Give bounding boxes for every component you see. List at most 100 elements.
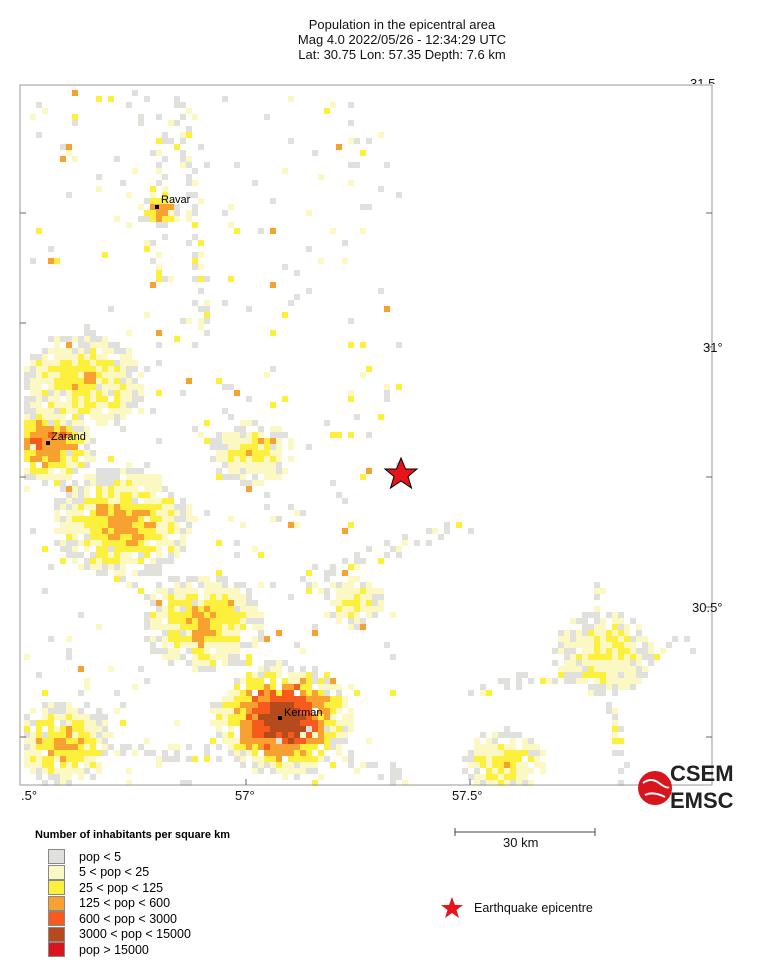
population-cell	[48, 456, 54, 462]
population-cell	[102, 348, 108, 354]
population-cell	[150, 504, 156, 510]
population-cell	[186, 180, 192, 186]
population-cell	[258, 678, 264, 684]
population-cell	[72, 438, 78, 444]
population-cell	[102, 516, 108, 522]
population-cell	[258, 708, 264, 714]
population-cell	[294, 672, 300, 678]
population-cell	[318, 726, 324, 732]
population-cell	[204, 582, 210, 588]
population-cell	[84, 330, 90, 336]
population-cell	[168, 498, 174, 504]
population-cell	[30, 420, 36, 426]
population-cell	[126, 480, 132, 486]
population-cell	[252, 636, 258, 642]
population-cell	[336, 696, 342, 702]
population-cell	[42, 444, 48, 450]
population-cell	[174, 618, 180, 624]
population-cell	[672, 636, 678, 642]
population-cell	[78, 414, 84, 420]
population-cell	[606, 702, 612, 708]
population-cell	[54, 402, 60, 408]
population-cell	[228, 696, 234, 702]
population-cell	[156, 276, 162, 282]
population-cell	[324, 732, 330, 738]
population-cell	[24, 378, 30, 384]
population-cell	[360, 558, 366, 564]
population-cell	[204, 642, 210, 648]
population-cell	[180, 618, 186, 624]
population-cell	[348, 750, 354, 756]
population-cell	[216, 654, 222, 660]
population-cell	[96, 510, 102, 516]
population-cell	[66, 438, 72, 444]
population-cell	[216, 642, 222, 648]
population-cell	[498, 678, 504, 684]
population-cell	[60, 456, 66, 462]
population-cell	[30, 366, 36, 372]
population-cell	[60, 360, 66, 366]
population-cell	[324, 702, 330, 708]
population-cell	[234, 600, 240, 606]
population-cell	[330, 720, 336, 726]
population-cell	[108, 468, 114, 474]
population-cell	[42, 378, 48, 384]
population-cell	[252, 756, 258, 762]
population-cell	[258, 624, 264, 630]
population-cell	[258, 762, 264, 768]
population-cell	[354, 552, 360, 558]
population-cell	[150, 564, 156, 570]
population-cell	[90, 552, 96, 558]
population-cell	[252, 624, 258, 630]
population-cell	[312, 672, 318, 678]
population-cell	[216, 708, 222, 714]
population-cell	[210, 654, 216, 660]
population-cell	[138, 492, 144, 498]
population-cell	[54, 426, 60, 432]
population-cell	[330, 696, 336, 702]
population-cell	[132, 534, 138, 540]
population-cell	[78, 540, 84, 546]
population-cell	[216, 600, 222, 606]
population-cell	[108, 504, 114, 510]
population-cell	[174, 552, 180, 558]
population-cell	[180, 510, 186, 516]
population-cell	[378, 558, 384, 564]
population-cell	[156, 582, 162, 588]
population-cell	[306, 762, 312, 768]
population-cell	[126, 492, 132, 498]
population-cell	[318, 738, 324, 744]
population-cell	[126, 498, 132, 504]
population-cell	[54, 462, 60, 468]
population-cell	[102, 546, 108, 552]
population-cell	[156, 612, 162, 618]
population-cell	[270, 696, 276, 702]
population-cell	[174, 636, 180, 642]
population-cell	[84, 342, 90, 348]
population-cell	[342, 702, 348, 708]
population-cell	[234, 594, 240, 600]
population-cell	[222, 738, 228, 744]
population-cell	[24, 444, 30, 450]
population-cell	[222, 708, 228, 714]
population-cell	[192, 168, 198, 174]
population-cell	[114, 546, 120, 552]
population-cell	[330, 684, 336, 690]
population-cell	[66, 384, 72, 390]
population-cell	[240, 762, 246, 768]
population-cell	[132, 504, 138, 510]
population-cell	[150, 498, 156, 504]
population-cell	[102, 474, 108, 480]
population-cell	[114, 570, 120, 576]
population-cell	[90, 498, 96, 504]
population-cell	[138, 522, 144, 528]
population-cell	[150, 534, 156, 540]
population-cell	[30, 474, 36, 480]
population-cell	[144, 540, 150, 546]
population-cell	[222, 600, 228, 606]
population-cell	[120, 528, 126, 534]
population-cell	[162, 192, 168, 198]
population-cell	[216, 624, 222, 630]
population-cell	[258, 666, 264, 672]
population-cell	[144, 636, 150, 642]
